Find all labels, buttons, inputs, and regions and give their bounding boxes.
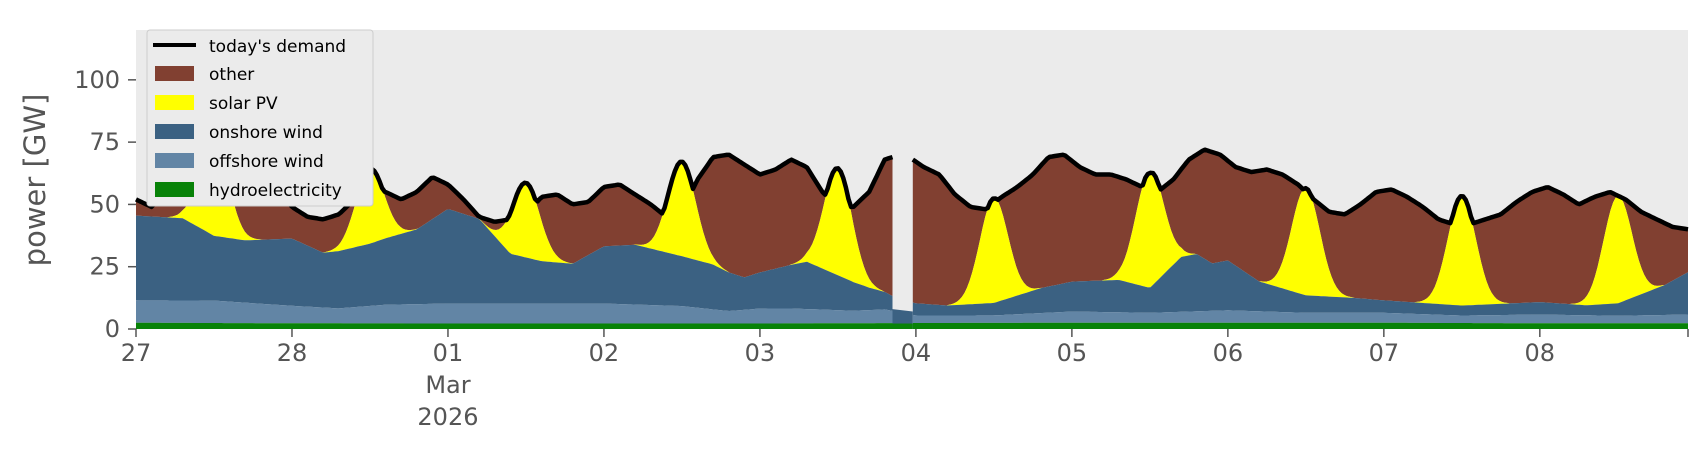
x-tick-label: 02	[589, 339, 620, 367]
y-axis: 0 25 50 75 100	[74, 66, 136, 343]
x-tick-label: 28	[277, 339, 308, 367]
legend-swatch-other	[155, 66, 194, 81]
legend-label-other: other	[209, 65, 254, 85]
area-hydroelectricity	[136, 322, 893, 329]
x-tick-label: 01	[433, 339, 464, 367]
x-tick-label: Mar	[425, 371, 470, 399]
legend: today's demand other solar PV onshore wi…	[146, 29, 374, 207]
area-other	[912, 149, 1688, 306]
area-other	[136, 138, 893, 296]
legend-label-hydro: hydroelectricity	[209, 181, 342, 201]
y-tick-label: 50	[89, 190, 120, 218]
y-tick-label: 25	[89, 253, 120, 281]
y-axis-label: power [GW]	[18, 94, 52, 267]
y-tick-label: 100	[74, 66, 120, 94]
legend-label-offshore: offshore wind	[209, 152, 324, 172]
area-offshore-wind	[912, 310, 1688, 324]
legend-swatch-solar	[155, 95, 194, 110]
area-onshore-wind	[912, 254, 1688, 316]
y-tick-label: 0	[105, 315, 120, 343]
x-tick-label: 07	[1369, 339, 1400, 367]
x-tick-label: 06	[1213, 339, 1244, 367]
x-tick-label: 03	[745, 339, 776, 367]
area-solar	[912, 172, 1688, 306]
stacked-areas	[136, 138, 1688, 329]
legend-box	[146, 29, 374, 207]
x-tick-label: 05	[1057, 339, 1088, 367]
area-offshore-wind	[136, 300, 893, 324]
x-tick-label: 04	[901, 339, 932, 367]
gap-hydro-fill	[892, 323, 913, 329]
x-tick-label: 27	[121, 339, 152, 367]
area-onshore-wind	[136, 209, 893, 311]
data-gap	[892, 309, 913, 329]
legend-label-onshore: onshore wind	[209, 123, 323, 143]
y-tick-label: 75	[89, 128, 120, 156]
legend-swatch-onshore	[155, 124, 194, 139]
legend-swatch-offshore	[155, 153, 194, 168]
area-solar	[136, 138, 893, 296]
x-tick-label: 2026	[417, 403, 478, 431]
legend-swatch-hydro	[155, 182, 194, 197]
area-hydroelectricity	[912, 322, 1688, 329]
x-tick-label: 08	[1525, 339, 1556, 367]
legend-label-demand: today's demand	[209, 37, 346, 57]
legend-label-solar: solar PV	[209, 94, 278, 114]
x-axis: 27 28 01 Mar 2026 02 03 04 05 06 07 08	[121, 329, 1689, 431]
